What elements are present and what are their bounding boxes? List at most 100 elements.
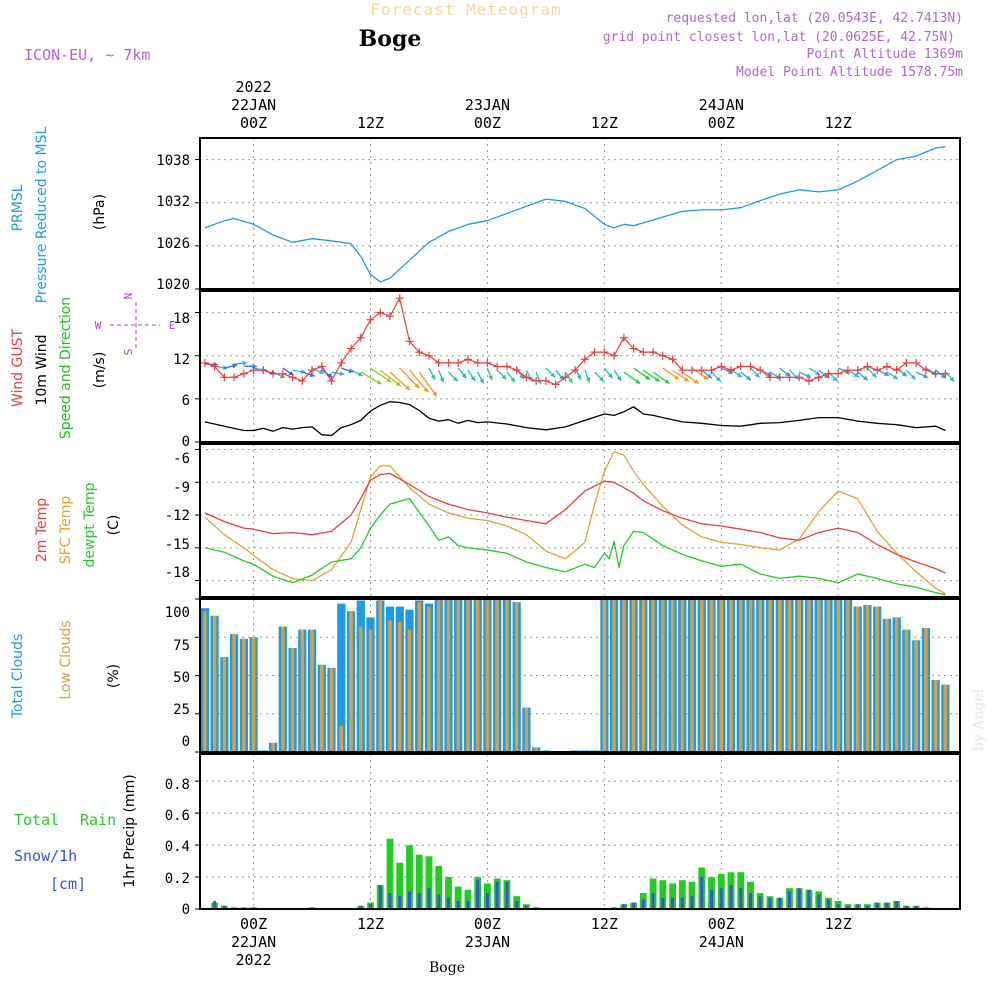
snow-bar [417, 893, 421, 909]
low-clouds-bar [846, 599, 850, 752]
compass-n: N [122, 293, 135, 300]
low-clouds-bar [855, 606, 860, 752]
ytick-label: -9 [173, 480, 190, 496]
wind-arrow-head [910, 374, 916, 380]
low-clouds-bar [222, 657, 227, 752]
snow-unit-label: [cm] [50, 875, 86, 893]
snow-bar [758, 896, 762, 909]
wind-direction-arrow [399, 367, 420, 389]
snow-bar [661, 897, 665, 909]
wind-arrow-head [754, 372, 760, 378]
snow-bar [466, 901, 470, 909]
wind-arrow-head [423, 387, 429, 393]
low-clouds-bar [602, 599, 607, 752]
wind-arrow-head [470, 376, 476, 381]
snow-bar [447, 897, 450, 909]
low-clouds-bar [817, 599, 821, 752]
wind-arrow-head [309, 372, 315, 378]
compass-w: W [95, 319, 102, 332]
snow-bar [866, 905, 869, 909]
location-title: Boge [359, 26, 422, 52]
low-clouds-bar [768, 599, 772, 752]
low-clouds-bar [904, 629, 909, 752]
ytick-label: 1032 [156, 194, 190, 210]
wind-arrow-head [922, 373, 928, 378]
temp2m-label: 2m Temp [34, 498, 50, 562]
low-clouds-bar [466, 599, 470, 752]
low-clouds-bar [885, 618, 889, 752]
wind-arrow-head [715, 376, 721, 382]
snow-bar [622, 904, 626, 909]
wind-arrow-head [395, 381, 401, 387]
low-clouds-bar [475, 599, 480, 752]
low-clouds-bar [251, 637, 256, 753]
low-clouds-bar [329, 667, 334, 752]
wind-speed-line [204, 401, 946, 437]
wind-arrow-head [550, 372, 556, 378]
watermark: by Angel [971, 688, 987, 751]
model-altitude: Model Point Altitude 1578.75m [736, 65, 963, 80]
low-clouds-bar [748, 599, 753, 752]
gust-label: Wind GUST [10, 328, 26, 407]
wind-arrow-head [585, 377, 591, 383]
low-clouds-bar [495, 599, 499, 752]
ytick-label: 18 [173, 311, 190, 327]
snow-bar [456, 901, 460, 909]
time-axis-label: 00Z [708, 915, 735, 933]
low-clouds-bar [729, 599, 733, 752]
wind-arrow-head [737, 372, 743, 377]
wind-direction-arrow [389, 371, 411, 391]
panel-frame [199, 137, 961, 290]
wind-arrow-head [784, 371, 790, 377]
snow-bar [895, 901, 899, 909]
snow-bar [427, 888, 431, 909]
low-clouds-bar [758, 599, 762, 752]
snow-bar [369, 904, 372, 909]
compass-icon: N S W E [95, 293, 176, 356]
wind-arrow-head [806, 373, 812, 378]
wind-arrow-head [949, 376, 955, 382]
wind-arrow-head [654, 377, 660, 382]
snow-bar [476, 880, 480, 909]
low-clouds-bar [778, 599, 782, 752]
grid-point-coords: grid point closest lon,lat (20.0625E, 42… [603, 30, 955, 45]
low-clouds-bar [349, 611, 353, 752]
wind-arrow-head [706, 373, 712, 379]
ytick-label: 12 [173, 352, 190, 368]
compass-e: E [169, 319, 176, 332]
sfc-temp-label: SFC Temp [58, 496, 74, 565]
ytick-label: 0.2 [165, 871, 190, 887]
wind-arrow-head [339, 371, 345, 376]
wind-arrow-head [607, 373, 613, 379]
rain-bar [406, 845, 413, 909]
wind-arrow-head [683, 377, 689, 382]
time-axis-label: 00Z [474, 915, 501, 933]
snow-bar [807, 889, 811, 909]
time-axis-label: 12Z [591, 114, 618, 132]
snow-bar [710, 889, 713, 909]
wind-arrow-head [940, 373, 946, 379]
temp-unit-label: (C) [106, 515, 122, 536]
snow-bar [904, 905, 908, 909]
snow-bar [388, 893, 392, 909]
low-clouds-bar [339, 726, 343, 752]
snow-bar [846, 905, 850, 909]
time-axis-label: 24JAN [699, 96, 744, 114]
wind-arrow-head [432, 391, 437, 397]
low-clouds-bar [456, 599, 460, 752]
snow-bar [914, 905, 918, 909]
total-clouds-label: Total Clouds [10, 634, 26, 719]
low-clouds-bar [300, 629, 305, 752]
low-clouds-bar [612, 599, 616, 752]
snow-bar [729, 885, 733, 909]
low-clouds-bar [641, 599, 646, 752]
low-clouds-bar [680, 599, 685, 752]
ytick-label: 0.4 [165, 839, 190, 855]
wind-direction-arrow [418, 371, 438, 397]
rain-bar [659, 880, 667, 909]
ytick-label: 0.6 [165, 808, 190, 824]
snow-bar [398, 896, 402, 909]
rain-bar [445, 877, 452, 909]
snow-bar [222, 905, 226, 909]
low-clouds-bar [807, 599, 811, 752]
